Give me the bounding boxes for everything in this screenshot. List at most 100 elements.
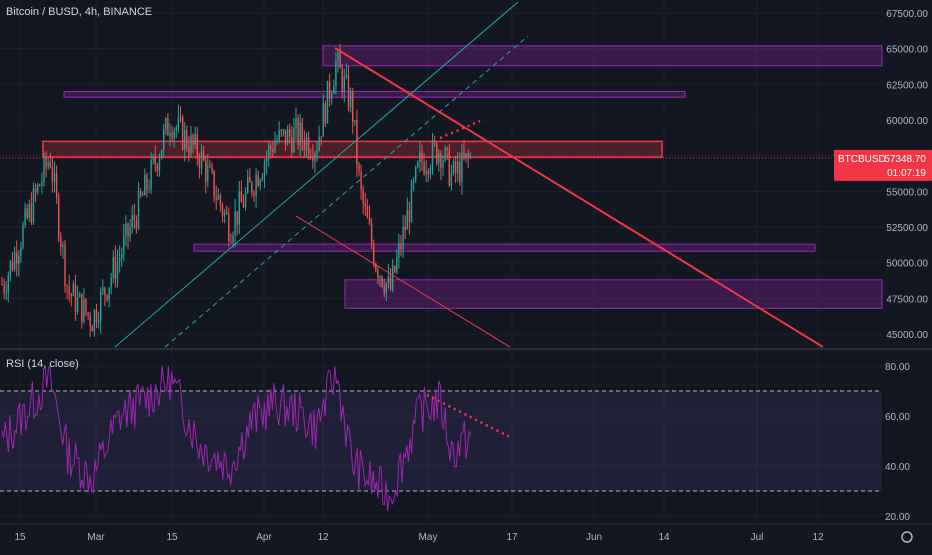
candle-body: [467, 153, 469, 158]
candle-body: [41, 181, 43, 186]
price-tick-label: 47500.00: [886, 294, 928, 305]
candle-body: [368, 217, 371, 224]
candle-body: [440, 152, 442, 168]
candle-body: [62, 244, 64, 247]
candle-body: [76, 297, 79, 312]
candle-body: [211, 166, 213, 171]
candle-body: [450, 172, 453, 186]
channel-line: [114, 1, 519, 348]
candle-body: [219, 195, 222, 206]
candle-body: [106, 294, 108, 300]
candle-body: [310, 155, 312, 157]
chart-title: Bitcoin / BUSD, 4h, BINANCE: [6, 6, 153, 18]
candle-body: [198, 158, 201, 168]
candle-body: [354, 120, 356, 122]
candle-body: [70, 294, 72, 297]
price-tick-label: 62500.00: [886, 80, 928, 91]
candle-body: [163, 129, 165, 150]
candle-body: [454, 161, 457, 173]
candle-body: [251, 182, 253, 194]
candles: [1, 43, 471, 337]
candle-body: [217, 195, 219, 200]
candle-body: [305, 137, 308, 151]
candle-body: [1, 284, 3, 286]
candle-body: [133, 215, 135, 221]
candle-body: [265, 157, 268, 163]
candle-body: [385, 283, 387, 294]
candle-body: [436, 143, 438, 164]
candle-body: [463, 151, 465, 159]
candle-body: [301, 122, 303, 141]
candle-body: [7, 275, 9, 293]
candle-body: [37, 184, 39, 193]
time-tick-label: Jun: [586, 532, 602, 543]
candle-body: [16, 252, 18, 265]
candle-body: [423, 162, 425, 174]
candle-body: [389, 276, 392, 290]
candle-body: [400, 243, 402, 250]
candle-body: [402, 226, 404, 250]
candle-body: [165, 118, 167, 130]
descending-line: [295, 215, 511, 348]
candle-body: [373, 244, 375, 265]
candle-body: [192, 135, 194, 145]
level-zone: [193, 243, 816, 252]
candle-body: [68, 286, 70, 295]
candle-body: [160, 149, 163, 159]
candle-body: [324, 102, 327, 124]
candle-body: [121, 253, 123, 258]
candle-body: [100, 291, 102, 322]
candle-body: [184, 129, 186, 150]
candle-body: [244, 192, 247, 208]
candle-body: [26, 208, 28, 218]
candle-body: [238, 191, 240, 225]
candle-body: [154, 156, 156, 165]
candle-body: [335, 61, 337, 86]
candle-body: [114, 256, 117, 280]
candle-body: [263, 162, 266, 178]
candle-body: [356, 120, 358, 165]
candle-body: [34, 188, 37, 193]
time-tick-label: 12: [812, 532, 824, 543]
candle-body: [194, 134, 196, 145]
candle-body: [307, 137, 310, 156]
candle-body: [108, 287, 110, 300]
divergence-dots: [439, 119, 481, 140]
candle-body: [196, 134, 198, 159]
candle-body: [362, 189, 364, 204]
candle-body: [322, 102, 324, 137]
candle-body: [167, 118, 169, 136]
candle-body: [207, 165, 209, 182]
candle-body: [55, 173, 58, 197]
candle-body: [408, 210, 411, 223]
candle-body: [156, 164, 159, 171]
time-tick-label: 17: [506, 532, 518, 543]
candle-body: [5, 292, 7, 294]
candle-body: [142, 195, 144, 197]
candle-body: [110, 277, 112, 288]
candle-body: [226, 211, 228, 214]
candle-body: [11, 260, 14, 270]
rsi-line: [1, 364, 472, 512]
candle-body: [232, 235, 234, 243]
time-tick-label: 15: [166, 532, 178, 543]
candle-body: [345, 74, 348, 77]
current-price-symbol: BTCBUSD: [838, 154, 886, 165]
candle-body: [469, 155, 471, 158]
candle-body: [85, 298, 87, 313]
candle-body: [394, 266, 396, 272]
settings-gear-icon[interactable]: [901, 531, 913, 543]
candle-body: [314, 153, 316, 161]
candle-body: [249, 177, 251, 183]
candle-body: [116, 261, 119, 280]
candle-body: [379, 276, 381, 278]
candle-body: [341, 68, 343, 93]
candle-body: [257, 175, 259, 187]
candle-body: [135, 220, 138, 228]
candle-body: [412, 180, 415, 183]
candle-body: [158, 158, 161, 171]
candle-body: [448, 149, 450, 186]
price-tick-label: 50000.00: [886, 259, 928, 270]
